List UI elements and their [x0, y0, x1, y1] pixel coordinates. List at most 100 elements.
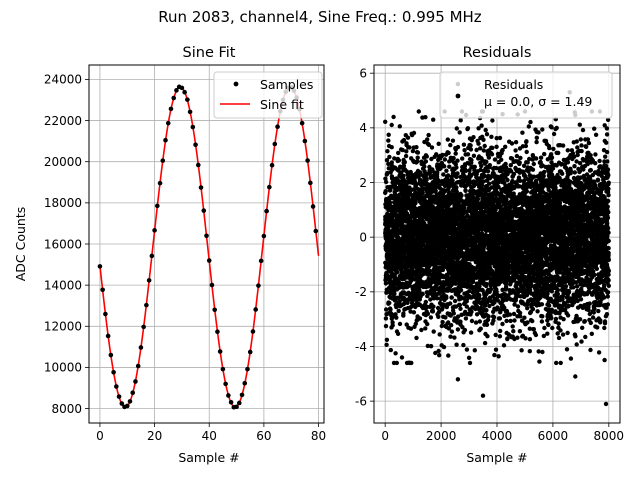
sample-point: [220, 366, 226, 372]
residual-point: [454, 126, 459, 131]
residual-point: [427, 164, 432, 170]
legend-samples-label: Samples: [260, 77, 313, 92]
residual-point: [435, 170, 440, 175]
residual-point: [460, 325, 465, 330]
residual-point: [404, 149, 409, 154]
sample-point: [272, 141, 278, 147]
residual-point: [405, 300, 410, 305]
sample-point: [264, 208, 269, 214]
residual-point: [407, 297, 412, 302]
residual-point: [446, 353, 451, 358]
sample-point: [103, 311, 108, 317]
L-xtick-label: 40: [202, 429, 217, 443]
residual-point: [486, 155, 492, 160]
legend-sine-fit-label: Sine fit: [260, 97, 304, 112]
sample-point: [217, 349, 223, 354]
residual-point: [444, 295, 449, 301]
residual-point: [418, 170, 423, 175]
residual-point: [415, 159, 420, 164]
residual-point: [513, 140, 519, 145]
residual-point: [389, 316, 394, 321]
residual-point: [383, 281, 389, 286]
residual-point: [440, 319, 445, 325]
sample-point: [256, 283, 261, 288]
residual-point: [414, 335, 419, 341]
residual-point: [485, 334, 490, 339]
residual-point: [401, 163, 407, 168]
residual-point: [464, 347, 470, 352]
sample-point: [171, 95, 177, 101]
residual-point: [423, 159, 429, 164]
residual-point: [446, 326, 452, 331]
residual-point: [491, 315, 497, 320]
residual-point: [434, 152, 439, 157]
residual-point: [467, 360, 473, 366]
sample-point: [261, 233, 267, 239]
residual-point: [397, 299, 402, 304]
residual-point: [387, 200, 393, 205]
residual-point: [469, 309, 474, 314]
sample-point: [187, 109, 193, 115]
residual-point: [413, 201, 418, 206]
residual-point: [436, 141, 441, 146]
sample-point: [305, 158, 310, 163]
residual-point: [471, 153, 477, 158]
residual-point: [408, 169, 413, 175]
residual-point: [476, 126, 481, 131]
sample-point: [247, 349, 253, 355]
residual-point: [469, 318, 475, 324]
residual-point: [446, 150, 451, 156]
residual-point: [518, 314, 523, 319]
residual-point: [459, 193, 464, 198]
residual-point: [429, 145, 435, 150]
residual-point: [388, 187, 393, 193]
residual-point: [467, 168, 472, 173]
residual-point: [487, 181, 492, 186]
residual-point: [401, 311, 406, 316]
L-ytick-label: 8000: [51, 402, 82, 416]
L-xtick-label: 60: [256, 429, 271, 443]
residual-point: [396, 158, 402, 163]
residual-point: [451, 311, 456, 316]
residual-point: [393, 351, 398, 356]
sine-fit-data: [97, 84, 320, 410]
sample-point: [204, 233, 209, 239]
residual-point: [417, 316, 423, 321]
residual-point: [444, 168, 449, 173]
residual-point: [436, 314, 441, 319]
sample-point: [223, 381, 228, 387]
residual-point: [488, 287, 494, 292]
residual-point: [441, 344, 447, 350]
sample-point: [135, 363, 141, 369]
residual-point: [484, 132, 490, 137]
residual-point: [467, 289, 472, 294]
residual-point: [484, 159, 489, 164]
residual-point: [386, 161, 391, 167]
residual-point: [504, 318, 509, 324]
residual-point: [477, 284, 482, 289]
residual-point: [422, 139, 427, 145]
residual-point: [422, 164, 427, 169]
residual-point: [389, 160, 394, 165]
L-ytick-label: 20000: [44, 155, 82, 169]
residual-point: [396, 150, 401, 156]
residual-point: [468, 143, 473, 148]
residual-point: [431, 329, 436, 334]
residual-point: [489, 152, 495, 157]
residual-point: [448, 301, 453, 306]
residual-point: [499, 157, 504, 162]
L-xtick-label: 80: [311, 429, 326, 443]
residual-point: [449, 329, 455, 334]
sample-point: [105, 333, 111, 339]
L-ytick-label: 12000: [44, 320, 82, 334]
residual-point: [450, 178, 455, 183]
residual-point: [508, 318, 513, 324]
sample-point: [160, 158, 166, 163]
residual-point: [468, 173, 474, 178]
sample-point: [299, 120, 305, 126]
residual-point: [485, 169, 491, 174]
residual-point: [454, 342, 459, 347]
sample-point: [198, 185, 204, 190]
residual-point: [428, 315, 434, 320]
